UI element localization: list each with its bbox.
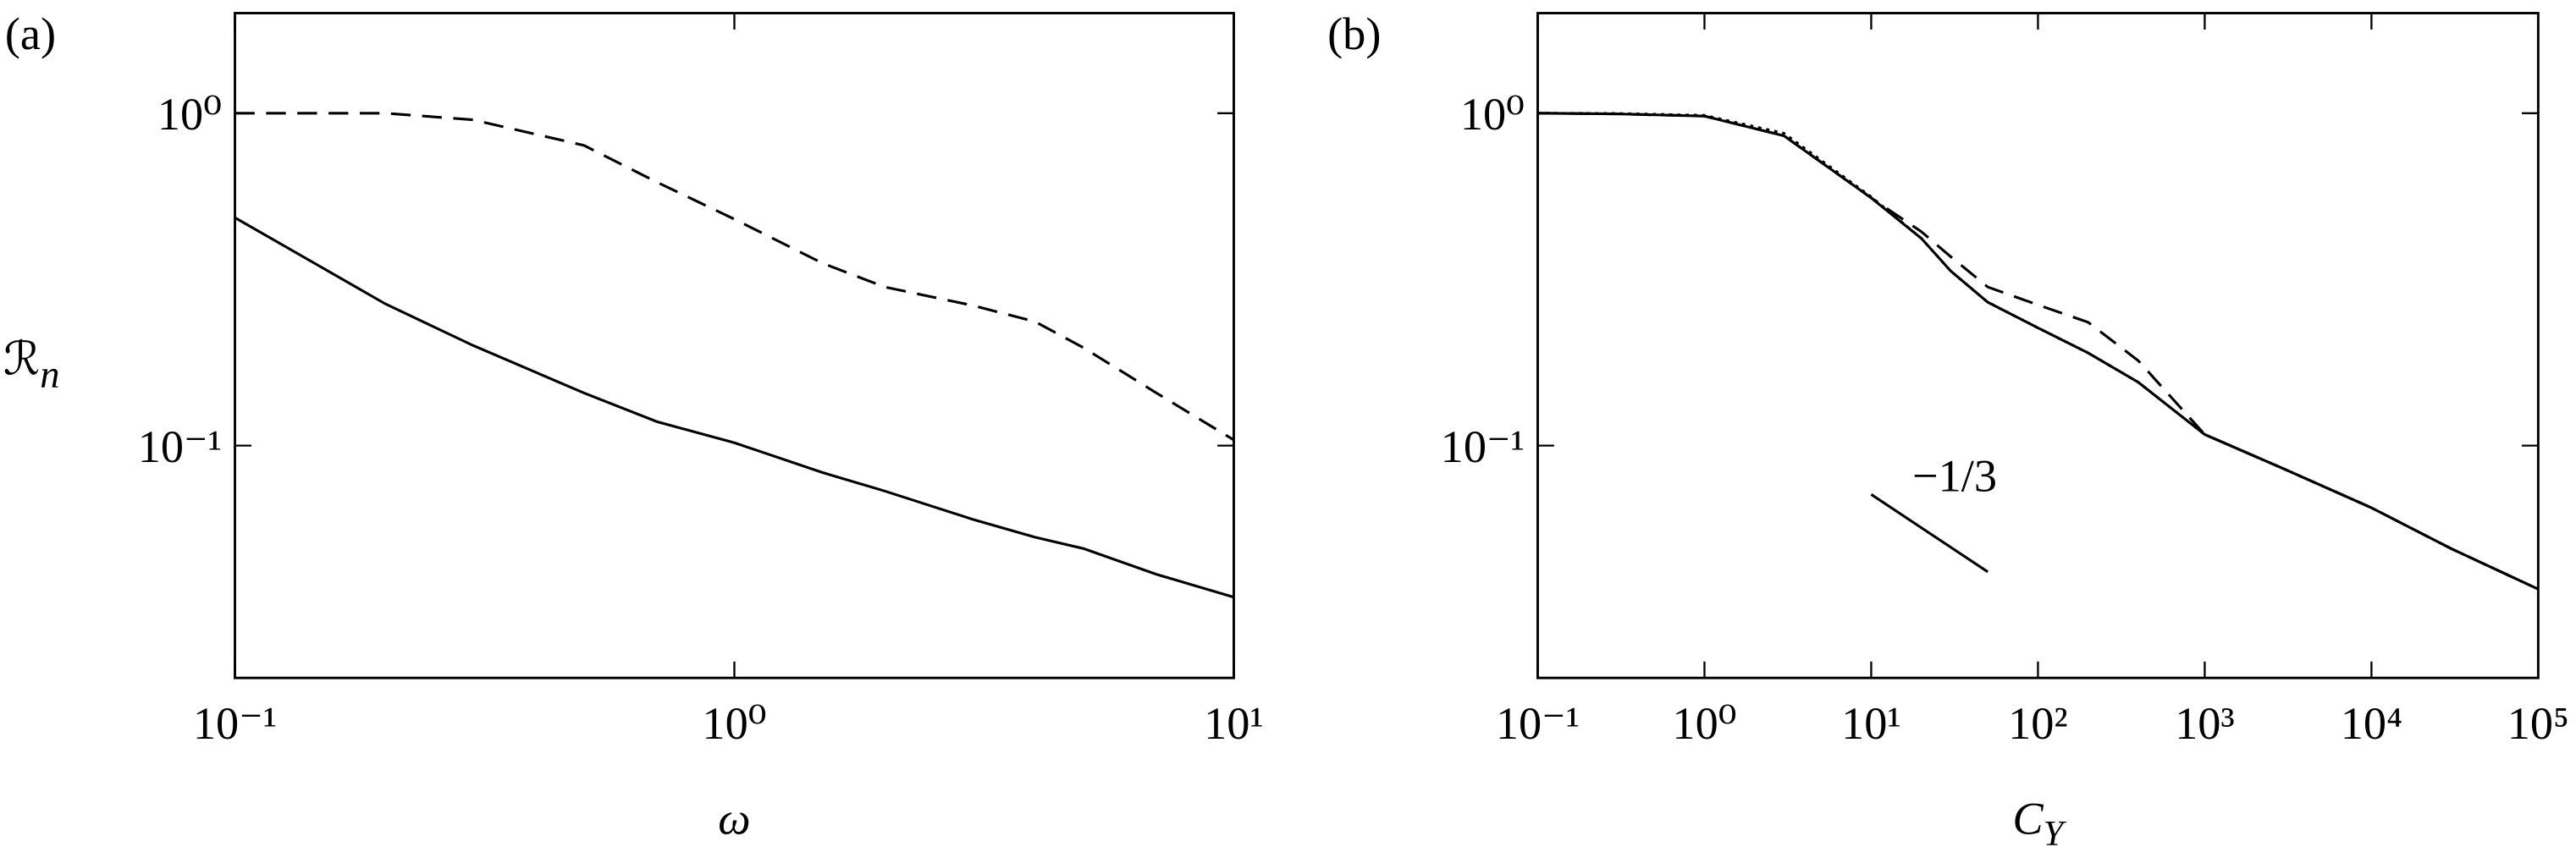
y-axis-label-subscript: n	[40, 354, 59, 397]
x-axis-label-subscript: Y	[2044, 814, 2067, 847]
plot-frame	[234, 12, 1235, 679]
y-tick-label: 10⁻¹	[1441, 421, 1525, 472]
y-axis-label: ℛn	[3, 333, 60, 397]
series-line	[234, 216, 1234, 599]
panel-label: (a)	[5, 8, 56, 59]
slope-line	[1870, 493, 1989, 574]
x-tick-label: 10⁰	[1672, 698, 1736, 749]
x-axis-label: ω	[718, 793, 750, 844]
x-tick-label: 10¹	[1204, 698, 1264, 749]
x-tick-label: 10²	[2008, 698, 2068, 749]
x-tick-label: 10³	[2175, 698, 2235, 749]
x-axis-label: CY	[2012, 793, 2066, 847]
series-line	[1537, 112, 2540, 591]
slope-label: −1/3	[1912, 450, 1997, 501]
plot-frame	[1536, 12, 2540, 679]
x-tick-label: 10⁰	[702, 698, 766, 749]
x-tick-label: 10⁴	[2341, 698, 2402, 749]
series-line	[234, 112, 1235, 442]
y-tick-label: 10⁰	[157, 89, 222, 140]
series-line	[1537, 112, 2540, 591]
x-tick-label: 10⁻¹	[1496, 698, 1580, 749]
x-tick-label: 10¹	[1841, 698, 1901, 749]
x-tick-label: 10⁵	[2507, 698, 2569, 749]
x-tick-label: 10⁻¹	[193, 698, 277, 749]
y-axis-label-text: ℛ	[3, 333, 40, 384]
y-tick-label: 10⁰	[1460, 89, 1525, 140]
x-axis-label-text: ω	[718, 793, 750, 844]
y-tick-label: 10⁻¹	[138, 421, 222, 472]
panel-label: (b)	[1327, 8, 1381, 59]
x-axis-label-text: C	[2012, 793, 2044, 844]
